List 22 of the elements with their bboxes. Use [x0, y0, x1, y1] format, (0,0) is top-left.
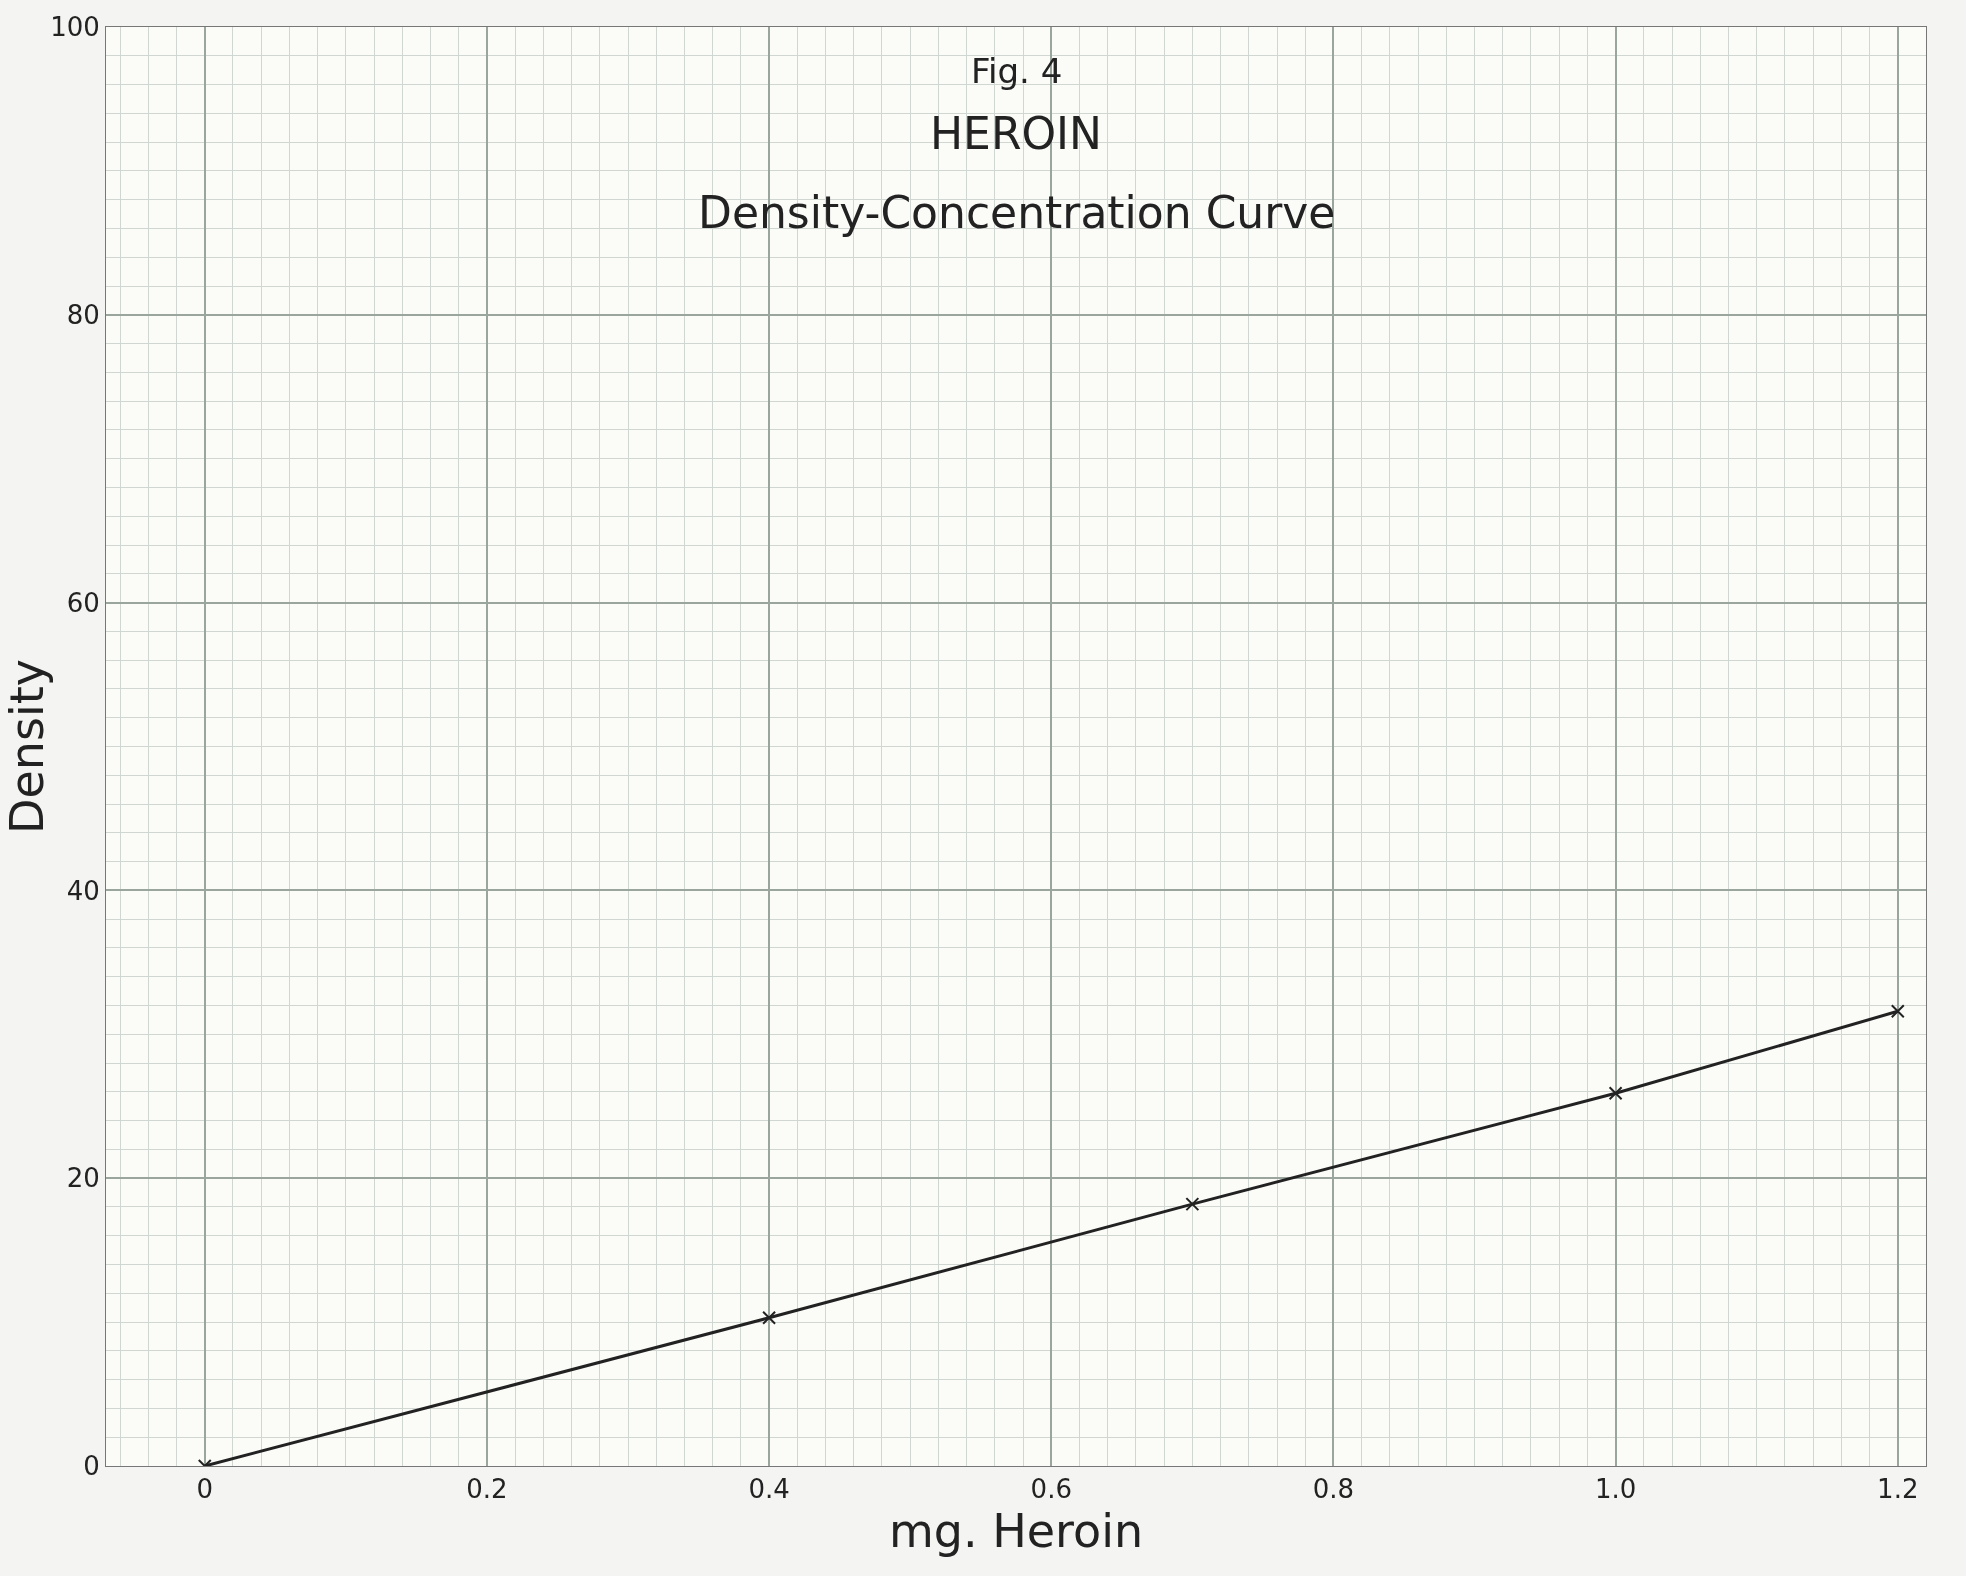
x-tick-label: 0.6	[1030, 1474, 1072, 1505]
x-tick-label: 1.0	[1594, 1474, 1637, 1505]
y-tick-label: 20	[66, 1163, 100, 1194]
y-tick-label: 100	[50, 12, 100, 43]
x-tick-label: 0.2	[466, 1474, 508, 1505]
point	[1608, 1086, 1623, 1101]
annotation: Fig. 4	[971, 51, 1063, 91]
point	[1890, 1004, 1905, 1019]
x-tick-label: 0.4	[748, 1474, 790, 1505]
y-tick-label: 0	[83, 1451, 100, 1482]
y-tick-label: 60	[66, 587, 100, 618]
x-tick-label: 0.8	[1312, 1474, 1355, 1505]
text: HEROIN	[930, 108, 1102, 159]
point	[1185, 1197, 1200, 1212]
x-tick-label: 1.2	[1877, 1474, 1919, 1505]
y-axis-title: Density	[0, 659, 54, 834]
point	[762, 1310, 777, 1325]
text: Density-Concentration Curve	[698, 187, 1336, 238]
x-tick-label: 0	[196, 1474, 214, 1505]
y-tick-label: 40	[66, 875, 100, 906]
x-axis-title: mg. Heroin	[888, 1504, 1144, 1559]
y-tick-label: 80	[66, 299, 100, 330]
